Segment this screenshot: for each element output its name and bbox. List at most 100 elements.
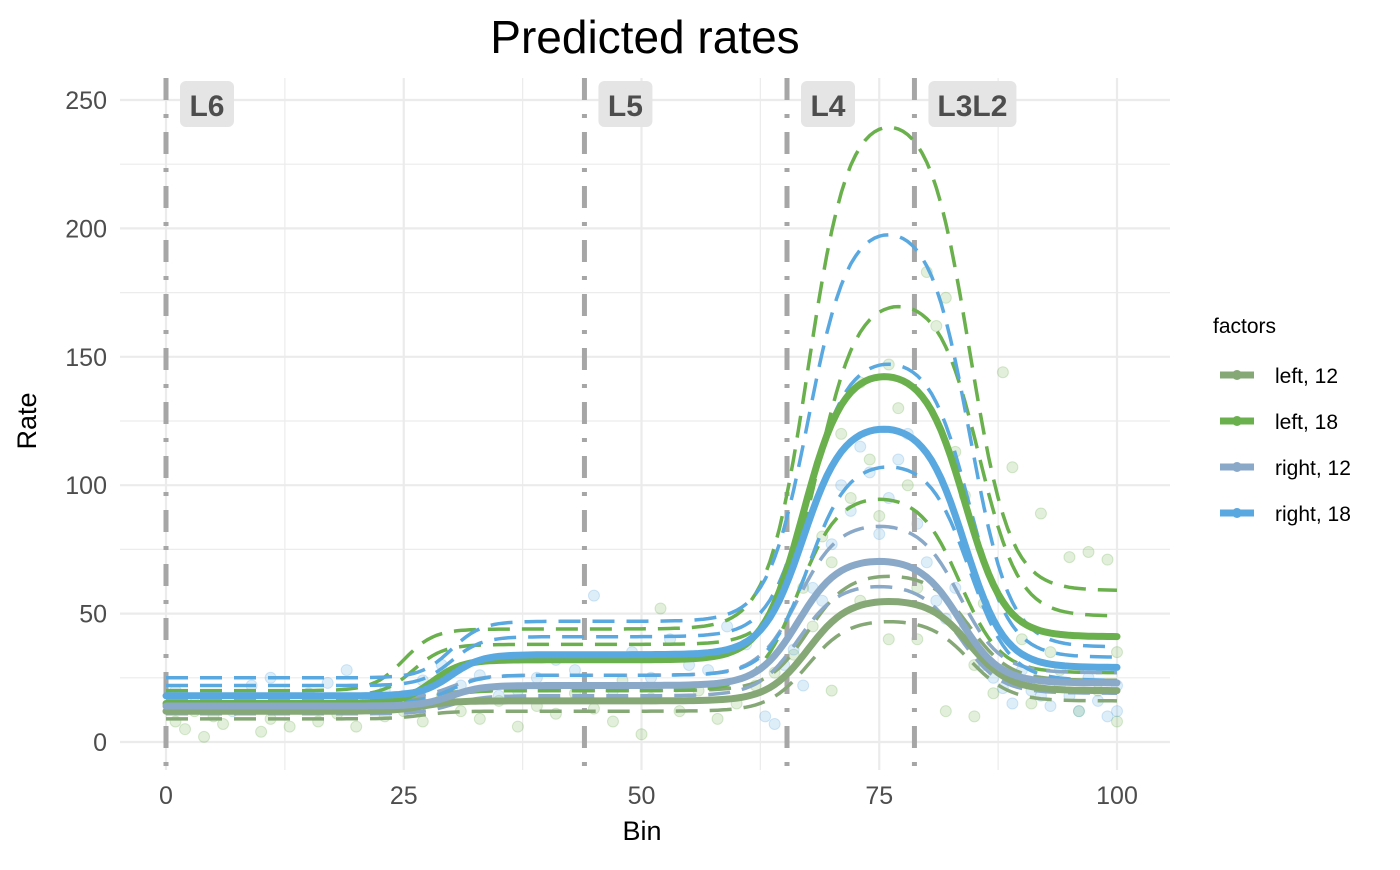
y-tick-label: 150 [65, 344, 107, 372]
legend-label: left, 18 [1275, 411, 1338, 434]
landmark-label-box [598, 81, 653, 127]
data-point [635, 728, 648, 741]
data-point [1082, 545, 1095, 558]
data-point [1072, 705, 1085, 718]
data-point [863, 453, 876, 466]
data-point [882, 633, 895, 646]
x-axis-ticks: 0 25 50 75 100 [159, 782, 1138, 810]
y-tick-label: 200 [65, 215, 107, 243]
landmark-labels: L6 L5 L4 L3L2 [180, 81, 1017, 127]
confidence-band-line [166, 233, 1118, 680]
data-point [1044, 700, 1057, 713]
landmark-lines [163, 78, 917, 770]
fit-line [162, 597, 1121, 715]
data-point [587, 589, 600, 602]
data-point [816, 594, 829, 607]
legend-label: right, 12 [1275, 457, 1351, 480]
data-point [930, 594, 943, 607]
data-point [340, 664, 353, 677]
fit-line [162, 425, 1121, 700]
legend-label: right, 18 [1275, 503, 1351, 526]
data-point [321, 676, 334, 689]
confidence-band-line [166, 465, 1117, 706]
data-point [1072, 705, 1085, 718]
legend-key-point [1232, 508, 1242, 518]
data-point [654, 602, 667, 615]
data-point [873, 510, 886, 523]
data-point [1044, 646, 1057, 659]
data-point [511, 720, 524, 733]
y-tick-label: 250 [65, 87, 107, 115]
data-point [198, 730, 211, 743]
y-tick-label: 0 [93, 729, 107, 757]
x-tick-label: 50 [628, 782, 656, 810]
data-point [825, 556, 838, 569]
data-point [920, 556, 933, 569]
data-point [768, 718, 781, 731]
confidence-band-line [166, 497, 1117, 713]
data-point [797, 679, 810, 692]
legend-key-point [1232, 416, 1242, 426]
x-tick-label: 100 [1096, 782, 1138, 810]
legend-key-point [1232, 370, 1242, 380]
chart-title: Predicted rates [490, 11, 799, 63]
data-point [1101, 710, 1114, 723]
data-point [283, 720, 296, 733]
data-point [844, 492, 857, 505]
y-tick-label: 50 [79, 601, 107, 629]
landmark-label-box [801, 81, 856, 127]
landmark-label-box [928, 81, 1017, 127]
confidence-band-line [166, 619, 1118, 721]
data-point [854, 440, 867, 453]
y-tick-label: 100 [65, 472, 107, 500]
legend-title: factors [1213, 315, 1276, 338]
data-point [350, 720, 363, 733]
fit-line [162, 557, 1121, 710]
landmark-label: L5 [608, 90, 643, 123]
data-point [1006, 461, 1019, 474]
data-point [1111, 715, 1123, 728]
data-point [892, 402, 905, 415]
data-point [806, 620, 819, 633]
x-axis-label: Bin [622, 816, 661, 846]
data-point [1034, 507, 1047, 520]
y-axis-ticks: 0 50 100 150 200 250 [65, 87, 107, 757]
y-axis-label: Rate [12, 392, 42, 449]
data-point [835, 427, 848, 440]
x-tick-label: 0 [159, 782, 173, 810]
legend-key-point [1232, 462, 1242, 472]
landmark-label: L6 [189, 90, 224, 123]
data-point [1111, 646, 1123, 659]
confidence-band-line [166, 362, 1118, 688]
data-point [606, 715, 619, 728]
data-point [873, 527, 886, 540]
data-point [939, 705, 952, 718]
data-point [179, 723, 192, 736]
landmark-label: L4 [810, 90, 845, 123]
data-point [930, 319, 943, 332]
grid [120, 78, 1170, 770]
data-point [1101, 553, 1114, 566]
data-point [968, 710, 981, 723]
data-point [711, 712, 724, 725]
landmark-label-box [180, 81, 234, 127]
data-point [1006, 697, 1019, 710]
series-lines [162, 125, 1121, 721]
data-point [987, 687, 1000, 700]
data-point [892, 453, 905, 466]
legend-label: left, 12 [1275, 365, 1338, 388]
data-point [1111, 705, 1123, 718]
landmark-label: L3L2 [937, 90, 1007, 123]
data-point [473, 712, 486, 725]
data-point [721, 620, 734, 633]
x-tick-label: 75 [865, 782, 893, 810]
confidence-band-line [166, 125, 1118, 693]
data-point [416, 715, 429, 728]
data-point [901, 479, 914, 492]
legend: factors left, 12 left, 18 right, 12 right, … [1213, 315, 1351, 526]
data-point [217, 718, 230, 731]
data-point [1063, 551, 1076, 564]
data-point [255, 725, 268, 738]
confidence-band-line [166, 304, 1117, 698]
